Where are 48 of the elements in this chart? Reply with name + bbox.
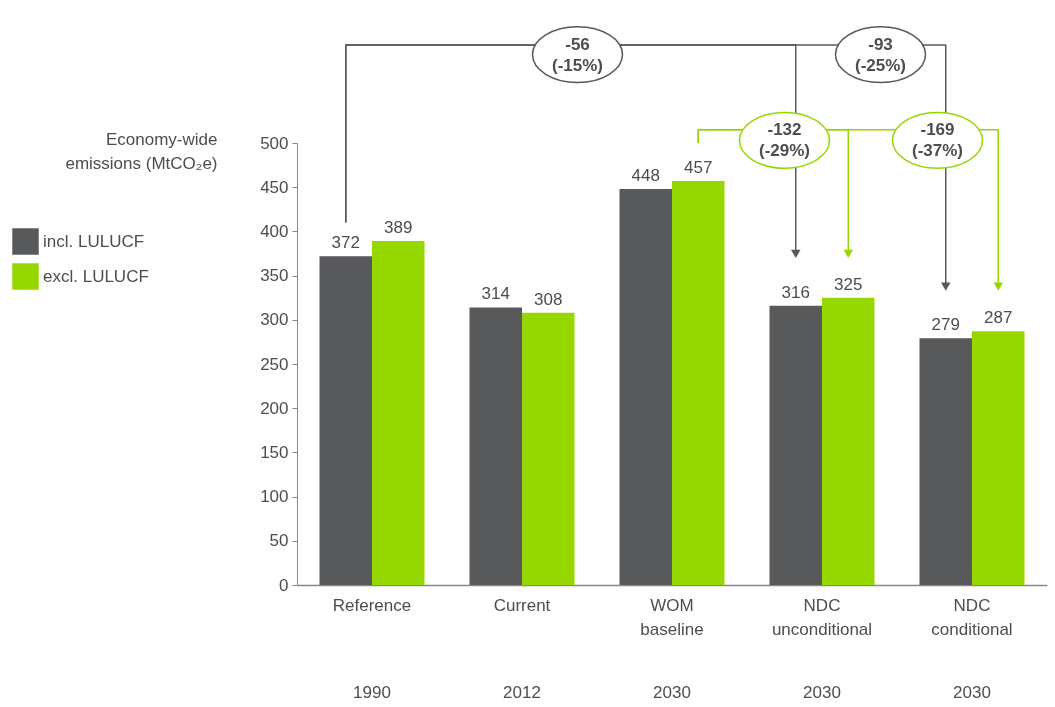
data-label: 287: [984, 308, 1013, 328]
y-tick-label: 100: [260, 487, 289, 507]
text: 2030: [953, 683, 991, 702]
data-label: 308: [534, 289, 563, 309]
data-label: 457: [684, 158, 713, 178]
data-label: 314: [481, 284, 510, 304]
y-tick-label: 350: [260, 266, 289, 286]
text: 2030: [653, 683, 691, 702]
y-tick-label: 150: [260, 442, 289, 462]
bar: [672, 181, 725, 585]
data-label: 279: [931, 315, 960, 335]
x-tick-label: WOM baseline: [640, 595, 704, 639]
x-tick-label: NDC conditional: [931, 595, 1013, 639]
bar: [522, 312, 575, 585]
x-tick-label: Current: [493, 595, 551, 615]
text: -93 (-25%): [854, 34, 907, 75]
bar: [619, 188, 672, 585]
y-tick-label: 500: [260, 133, 289, 153]
bar: [822, 297, 875, 585]
y-tick-label: 450: [260, 177, 289, 197]
text: 2030: [803, 683, 841, 702]
annotation: -132 (-29%): [758, 120, 811, 161]
data-label: 316: [781, 282, 810, 302]
y-tick-label: 400: [260, 221, 289, 241]
y-tick-label: 0: [279, 575, 289, 595]
data-label: 325: [834, 274, 863, 294]
data-label: 448: [631, 165, 660, 185]
y-tick-label: 250: [260, 354, 289, 374]
annotation: -169 (-37%): [911, 120, 964, 161]
y-tick-label: 200: [260, 398, 289, 418]
y-axis-title: Economy-wide emissions (MtCO₂e): [65, 129, 218, 173]
bar: [372, 241, 425, 585]
x-tick-label: Reference: [332, 595, 412, 615]
data-label: 389: [384, 218, 413, 238]
legend-label: incl. LULUCF: [43, 231, 145, 251]
y-tick-label: 50: [269, 531, 289, 551]
y-tick-label: 300: [260, 310, 289, 330]
bar: [972, 331, 1025, 585]
text: 1990: [353, 683, 391, 702]
text: 2012: [503, 683, 541, 702]
bar: [769, 305, 822, 585]
data-label: 372: [331, 233, 360, 253]
x-tick-label: NDC unconditional: [771, 595, 873, 639]
bar: [319, 256, 372, 585]
text: -56 (-15%): [551, 34, 604, 75]
bar: [919, 338, 972, 585]
bar: [469, 307, 522, 585]
legend-label: excl. LULUCF: [43, 266, 149, 286]
